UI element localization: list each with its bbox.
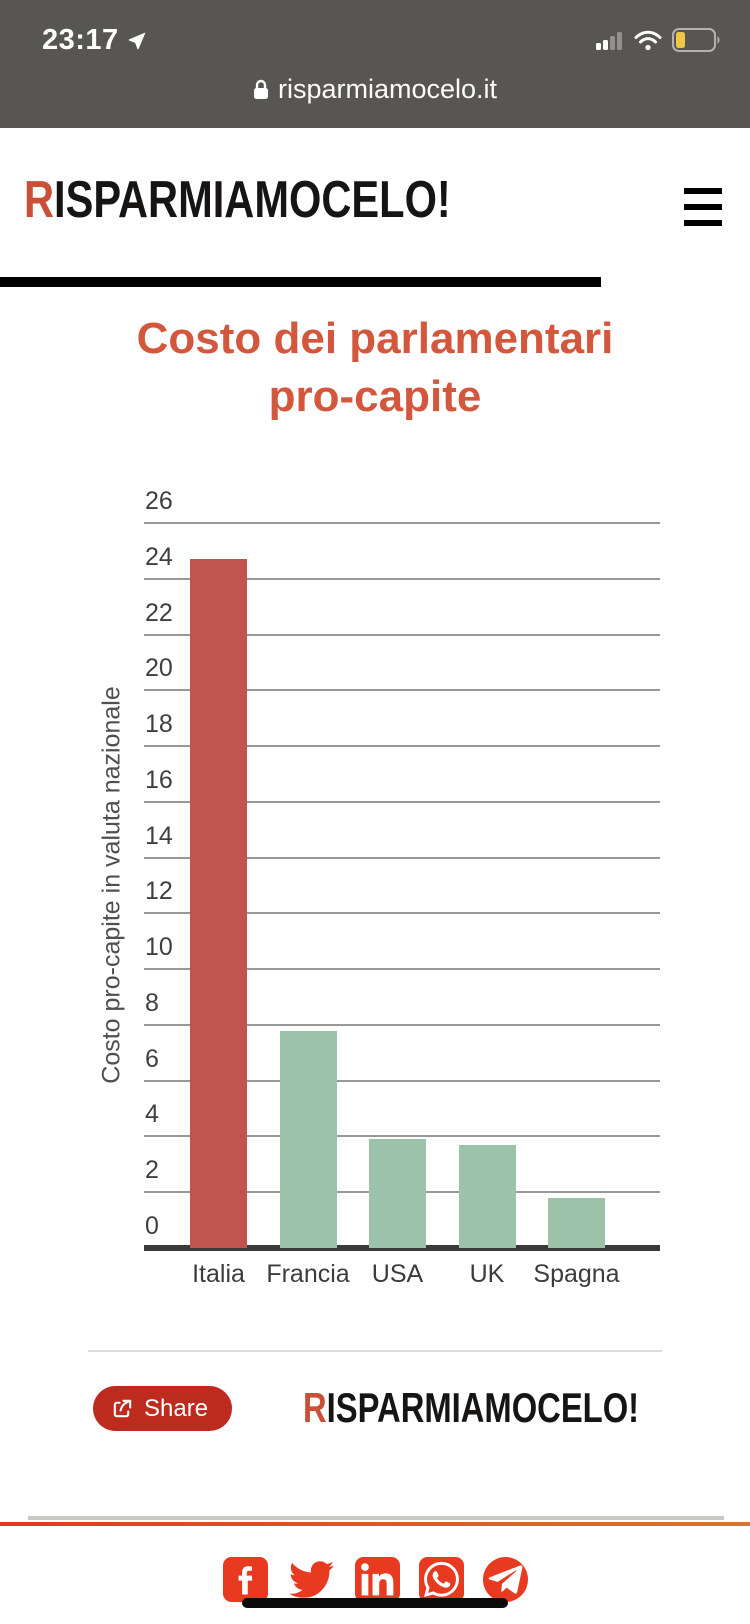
share-icon	[113, 1399, 132, 1418]
gridline	[144, 800, 660, 803]
x-tick-label: Francia	[266, 1260, 350, 1288]
footer-orange-line	[0, 1522, 750, 1526]
y-tick-label: 6	[145, 1044, 159, 1073]
gridline	[144, 1079, 660, 1082]
address-bar[interactable]: risparmiamocelo.it	[0, 74, 750, 105]
clock: 23:17	[42, 24, 119, 56]
wifi-icon	[634, 30, 662, 50]
gridline	[144, 1135, 660, 1138]
linkedin-icon[interactable]	[354, 1557, 400, 1602]
x-axis-line	[144, 1245, 660, 1251]
x-tick-label: Italia	[192, 1260, 245, 1288]
gridline	[144, 856, 660, 859]
social-links	[0, 1557, 750, 1602]
y-tick-label: 20	[145, 654, 173, 683]
gridline	[144, 968, 660, 971]
gridline	[144, 689, 660, 692]
y-tick-label: 4	[145, 1100, 159, 1129]
y-tick-label: 26	[145, 487, 173, 515]
hamburger-menu-icon[interactable]	[684, 188, 722, 226]
y-tick-label: 22	[145, 598, 173, 627]
x-tick-label: UK	[469, 1260, 505, 1288]
cellular-signal-icon	[596, 32, 622, 50]
y-tick-label: 16	[145, 765, 173, 794]
bar-italia	[190, 559, 247, 1248]
y-tick-label: 2	[145, 1156, 159, 1185]
gridline	[144, 522, 660, 524]
location-arrow-icon	[128, 28, 150, 55]
battery-low-icon	[672, 28, 720, 52]
site-logo-text: ISPARMIAMOCELO!	[54, 171, 451, 229]
bar-spagna	[548, 1197, 605, 1248]
y-tick-label: 10	[145, 933, 173, 962]
facebook-icon[interactable]	[222, 1557, 268, 1602]
y-tick-label: 12	[145, 877, 173, 906]
site-logo-initial: R	[24, 171, 55, 229]
x-tick-label: USA	[371, 1260, 424, 1288]
gridline	[144, 633, 660, 636]
gridline	[144, 912, 660, 915]
gridline	[144, 1023, 660, 1026]
y-tick-label: 18	[145, 710, 173, 739]
site-logo[interactable]: RISPARMIAMOCELO!	[24, 170, 451, 230]
plot-area: 0 2 4 6 8 10 12 14 16 18 20 22 24 26 Italia Francia USA U…	[144, 487, 660, 1288]
footer-logo-initial: R	[303, 1384, 327, 1431]
y-tick-label: 24	[145, 542, 173, 571]
footer-gray-line	[28, 1516, 724, 1520]
footer-logo[interactable]: RISPARMIAMOCELO!	[303, 1384, 639, 1432]
y-axis-label: Costo pro-capite in valuta nazionale	[97, 686, 126, 1084]
y-tick-label: 8	[145, 988, 159, 1017]
status-icons	[596, 28, 722, 52]
home-indicator[interactable]	[242, 1598, 508, 1608]
footer-logo-text: ISPARMIAMOCELO!	[326, 1384, 640, 1431]
telegram-icon[interactable]	[482, 1557, 528, 1602]
gridline	[144, 745, 660, 748]
bar-francia	[279, 1030, 337, 1248]
header-divider	[0, 277, 601, 287]
y-tick-label: 0	[145, 1212, 159, 1240]
share-label: Share	[144, 1394, 209, 1422]
url-text: risparmiamocelo.it	[277, 74, 498, 104]
lock-icon	[253, 79, 268, 99]
gridline	[144, 577, 660, 580]
status-bar: 23:17	[0, 0, 750, 128]
content-divider	[88, 1350, 662, 1352]
chart-title: Costo dei parlamentari pro-capite	[136, 314, 614, 422]
y-tick-label: 14	[145, 821, 173, 850]
share-button[interactable]: Share	[93, 1386, 233, 1431]
whatsapp-icon[interactable]	[418, 1557, 464, 1602]
x-tick-label: Spagna	[533, 1260, 620, 1288]
twitter-icon[interactable]	[287, 1557, 336, 1602]
bar-uk	[458, 1144, 516, 1248]
bar-usa	[369, 1139, 426, 1248]
